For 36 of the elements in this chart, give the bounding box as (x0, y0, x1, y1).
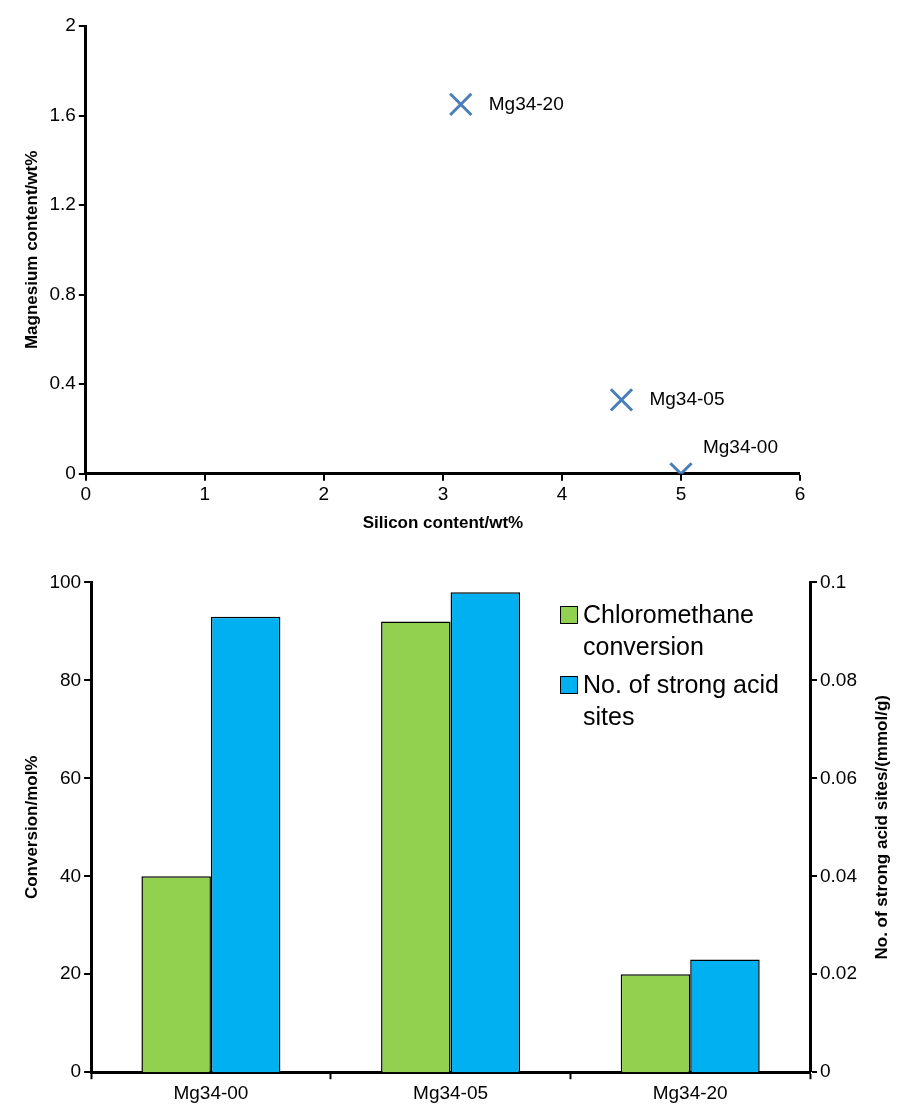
y-tick-label: 1.6 (49, 103, 76, 125)
x-tick-label: Mg34-05 (413, 1081, 489, 1103)
x-tick-label: 1 (199, 483, 211, 505)
y2-tick-label: 0 (820, 1060, 831, 1082)
y-tick-label: 60 (59, 766, 82, 788)
x-tick-label: 5 (675, 483, 687, 505)
y-tick-label: 20 (59, 962, 82, 984)
y-axis-title: Conversion/mol% (21, 755, 41, 900)
y-tick-label: 0 (70, 1060, 82, 1082)
y2-tick-label: 0.08 (820, 668, 857, 690)
x-axis-title: Silicon content/wt% (362, 513, 524, 533)
x-tick-label: Mg34-00 (173, 1081, 249, 1103)
annotation: Mg34-20 (488, 92, 564, 114)
y2-tick-label: 0.06 (820, 766, 857, 788)
x-tick-label: 4 (556, 483, 568, 505)
annotation: Mg34-00 (702, 436, 778, 458)
y-tick-label: 0.4 (49, 372, 77, 394)
y-tick-label: 1.2 (49, 193, 76, 215)
y-tick-label: 40 (59, 864, 82, 886)
y-tick-label: 0.8 (49, 282, 76, 304)
y2-tick-label: 0.1 (820, 570, 847, 592)
annotation: Mg34-05 (649, 388, 725, 410)
y-axis-title: Magnesium content/wt% (21, 150, 41, 350)
y2-tick-label: 0.02 (820, 962, 857, 984)
legend-label: Chloromethane conversion (583, 599, 755, 662)
legend-label: No. of strong acid sites (583, 669, 780, 732)
y-tick-label: 100 (49, 570, 82, 592)
x-tick-label: Mg34-20 (652, 1081, 728, 1103)
y-tick-label: 0 (65, 462, 76, 484)
x-tick-label: 2 (318, 483, 330, 505)
y-tick-label: 2 (65, 14, 76, 36)
x-tick-label: 6 (794, 483, 806, 505)
y-tick-label: 80 (59, 668, 82, 690)
x-tick-label: 3 (437, 483, 449, 505)
y2-tick-label: 0.04 (820, 864, 858, 886)
y2-axis-title: No. of strong acid sites/(mmol/g) (871, 695, 891, 960)
